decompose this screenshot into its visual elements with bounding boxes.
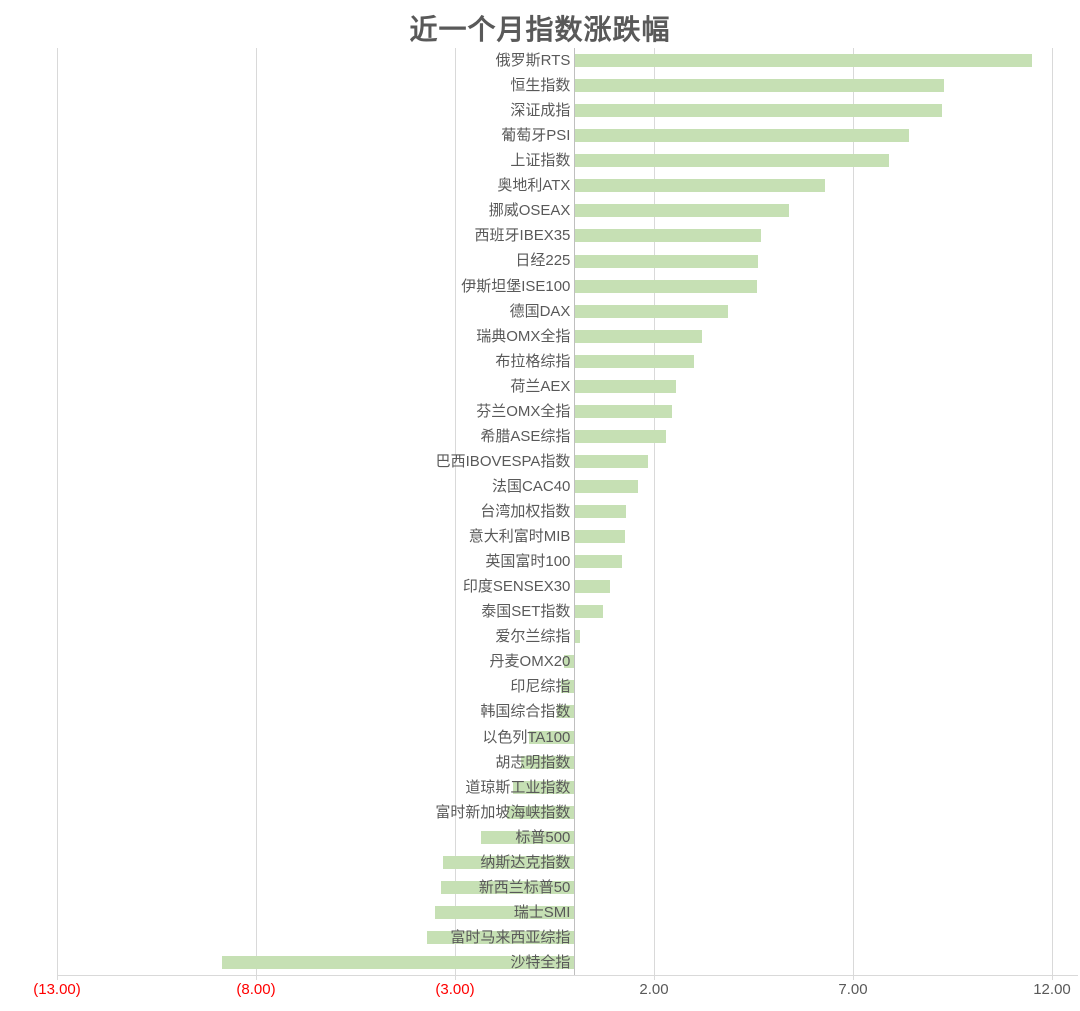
category-label: 恒生指数 (510, 77, 571, 95)
bar (574, 104, 943, 118)
bar (435, 905, 575, 919)
category-label: 奥地利ATX (497, 177, 571, 195)
bar (574, 254, 759, 268)
x-tick-label: (8.00) (236, 981, 276, 998)
category-label: 布拉格综指 (495, 352, 571, 370)
category-label: 德国DAX (509, 302, 571, 320)
category-label: 印尼综指 (510, 678, 571, 696)
gridline (654, 48, 655, 980)
bar (506, 805, 575, 819)
bar (560, 680, 575, 694)
chart-title: 近一个月指数涨跌幅 (409, 14, 671, 45)
plot-area: 俄罗斯RTS 恒生指数深证成指葡萄牙PSI 上证指数奥地利ATX 挪威OSEAX 西班牙… (0, 48, 1080, 980)
category-label: 西班牙IBEX35 (474, 227, 571, 245)
category-label: 俄罗斯RTS (495, 52, 571, 69)
gridline (1052, 48, 1053, 980)
category-label: 瑞典OMX全指 (476, 327, 571, 345)
category-label: 希腊ASE综指 (480, 427, 571, 445)
bar (222, 956, 575, 969)
x-axis-line (57, 975, 1078, 976)
category-label: 荷兰AEX (510, 377, 571, 395)
category-label: 法国CAC40 (492, 477, 571, 495)
bar (574, 204, 790, 218)
category-label: 富时马来西亚综指 (450, 928, 571, 946)
gridline (853, 48, 854, 980)
category-label: 日经225 (515, 252, 571, 270)
bar (556, 705, 575, 719)
bar (427, 930, 575, 944)
bar (574, 429, 666, 443)
x-axis: (13.00) (8.00) (3.00) 2.00 7.00 12.00 (0, 981, 1080, 1003)
x-tick-label: 7.00 (838, 981, 868, 998)
x-tick-label: 12.00 (1033, 981, 1071, 998)
category-label: 印度SENSEX30 (462, 578, 571, 596)
category-label: 道琼斯工业指数 (465, 778, 571, 796)
x-tick-label: (13.00) (33, 981, 81, 998)
zero-axis-line (574, 48, 576, 975)
bar (520, 755, 575, 769)
x-tick-label: 2.00 (639, 981, 669, 998)
category-label: 瑞士SMI (513, 903, 571, 921)
bar (528, 730, 575, 744)
bar (574, 404, 672, 418)
category-label: 富时新加坡海峡指数 (435, 803, 571, 821)
bar (574, 580, 611, 594)
bar (574, 229, 762, 243)
bar (574, 379, 676, 393)
bar (574, 454, 648, 468)
category-label: 芬兰OMX全指 (476, 402, 571, 420)
bar (574, 329, 702, 343)
category-label: 爱尔兰综指 (495, 628, 571, 646)
category-label: 巴西IBOVESPA指数 (435, 452, 571, 470)
category-label: 台湾加权指数 (480, 503, 571, 520)
category-label: 新西兰标普50 (478, 878, 571, 896)
bar (574, 505, 627, 518)
bar (574, 179, 826, 193)
x-tick-label: (3.00) (435, 981, 475, 998)
category-label: 泰国SET指数 (481, 603, 571, 621)
category-label: 伊斯坦堡ISE100 (461, 277, 571, 295)
bar (574, 79, 945, 93)
category-label: 挪威OSEAX (488, 202, 571, 220)
gridline (455, 48, 456, 980)
category-label: 沙特全指 (510, 953, 571, 971)
category-label: 上证指数 (510, 152, 571, 170)
gridline (256, 48, 257, 980)
bar (512, 780, 575, 794)
bar (574, 129, 909, 143)
bar (574, 479, 639, 493)
category-label: 胡志明指数 (495, 753, 571, 771)
category-label: 英国富时100 (485, 553, 571, 571)
bar (564, 655, 575, 669)
category-label: 意大利富时MIB (468, 528, 571, 545)
bar (574, 605, 604, 619)
bar (574, 630, 581, 644)
category-label: 纳斯达克指数 (480, 853, 571, 871)
bar (574, 54, 1033, 67)
bar (574, 530, 626, 544)
bar (443, 855, 575, 869)
gridline (57, 48, 58, 980)
bar (574, 154, 889, 168)
bar (574, 279, 758, 293)
category-label: 丹麦OMX20 (489, 653, 571, 671)
bar (574, 304, 728, 318)
category-label: 深证成指 (510, 102, 571, 120)
bar (574, 354, 694, 368)
category-label: 葡萄牙PSI (501, 127, 571, 145)
bar (441, 880, 575, 894)
category-label: 以色列TA100 (482, 728, 571, 746)
bar (574, 555, 623, 569)
category-label: 标普500 (515, 828, 571, 846)
bar (480, 830, 575, 844)
category-label: 韩国综合指数 (480, 703, 571, 721)
